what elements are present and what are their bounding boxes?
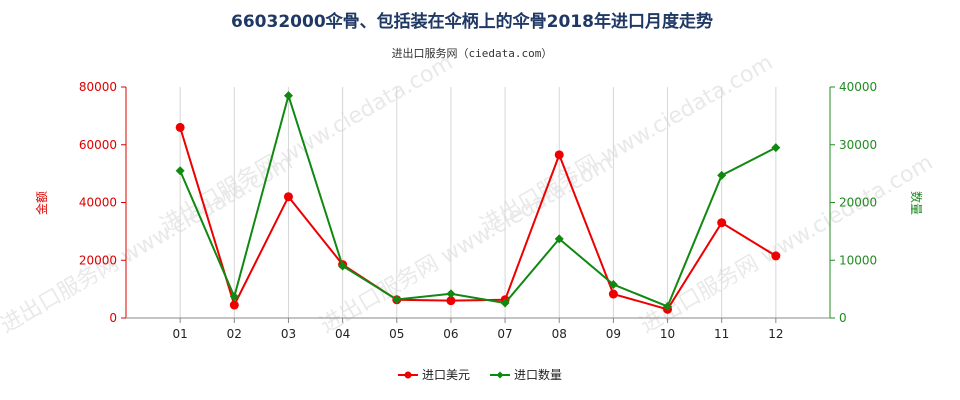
data-point-amount bbox=[446, 296, 456, 306]
data-point-quantity bbox=[663, 301, 673, 311]
data-point-quantity bbox=[283, 91, 293, 101]
series-line bbox=[179, 92, 777, 308]
y-left-tick-label: 20000 bbox=[79, 253, 117, 267]
x-tick-label: 08 bbox=[552, 327, 567, 341]
data-point-amount bbox=[283, 192, 293, 202]
y-left-tick-label: 0 bbox=[109, 311, 117, 325]
legend-label: 进口美元 bbox=[422, 368, 470, 382]
data-point-amount bbox=[608, 289, 618, 299]
series-layer bbox=[175, 91, 781, 314]
y-axis-right-label: 数量 bbox=[909, 191, 924, 215]
x-tick-label: 02 bbox=[227, 327, 242, 341]
data-point-quantity bbox=[608, 280, 618, 290]
chart-subtitle: 进出口服务网（ciedata.com） bbox=[392, 46, 553, 60]
chart-title: 66032000伞骨、包括装在伞柄上的伞骨2018年进口月度走势 bbox=[231, 11, 713, 32]
legend-marker bbox=[496, 371, 504, 379]
x-tick-label: 04 bbox=[335, 327, 350, 341]
legend-label: 进口数量 bbox=[514, 367, 562, 382]
y-axis-left-label: 金额 bbox=[34, 191, 49, 215]
axes: 0 20000 40000 60000 80000 0 10000 20000 30000 400… bbox=[79, 80, 877, 341]
data-point-quantity bbox=[229, 292, 239, 302]
y-left-tick-label: 80000 bbox=[79, 80, 117, 94]
x-tick-label: 07 bbox=[497, 327, 512, 341]
data-point-quantity bbox=[175, 166, 185, 176]
data-point-amount bbox=[717, 218, 727, 228]
legend-marker bbox=[404, 371, 412, 379]
x-tick-label: 11 bbox=[714, 327, 729, 341]
x-tick-label: 06 bbox=[443, 327, 458, 341]
y-left-tick-label: 40000 bbox=[79, 196, 117, 210]
y-right-tick-label: 10000 bbox=[839, 253, 877, 267]
y-right-tick-label: 30000 bbox=[839, 138, 877, 152]
legend: 进口美元 进口数量 bbox=[398, 367, 562, 382]
data-point-quantity bbox=[392, 295, 402, 305]
y-right-tick-label: 0 bbox=[839, 311, 847, 325]
data-point-quantity bbox=[717, 170, 727, 180]
data-point-amount bbox=[771, 251, 781, 261]
watermark-layer: 进出口服务网 www.ciedata.com 进出口服务网 www.ciedata… bbox=[0, 50, 937, 338]
data-point-quantity bbox=[554, 234, 564, 244]
y-right-tick-label: 20000 bbox=[839, 196, 877, 210]
data-point-amount bbox=[229, 300, 239, 310]
x-tick-label: 03 bbox=[281, 327, 296, 341]
series-line bbox=[179, 127, 777, 311]
y-left-tick-label: 60000 bbox=[79, 138, 117, 152]
grid-lines bbox=[125, 87, 831, 318]
data-point-quantity bbox=[446, 289, 456, 299]
data-point-quantity bbox=[771, 143, 781, 153]
x-tick-label: 12 bbox=[768, 327, 783, 341]
data-point-amount bbox=[175, 122, 185, 132]
y-right-tick-label: 40000 bbox=[839, 80, 877, 94]
watermark-text: 进出口服务网 www.ciedata.com bbox=[476, 50, 777, 238]
x-tick-label: 10 bbox=[660, 327, 675, 341]
data-point-quantity bbox=[338, 261, 348, 271]
x-tick-label: 01 bbox=[173, 327, 188, 341]
x-tick-label: 09 bbox=[606, 327, 621, 341]
data-point-quantity bbox=[500, 298, 510, 308]
x-tick-label: 05 bbox=[389, 327, 404, 341]
watermark-text: 进出口服务网 www.ciedata.com bbox=[156, 50, 457, 238]
watermark-text: 进出口服务网 www.ciedata.com bbox=[636, 150, 937, 338]
data-point-amount bbox=[554, 150, 564, 160]
